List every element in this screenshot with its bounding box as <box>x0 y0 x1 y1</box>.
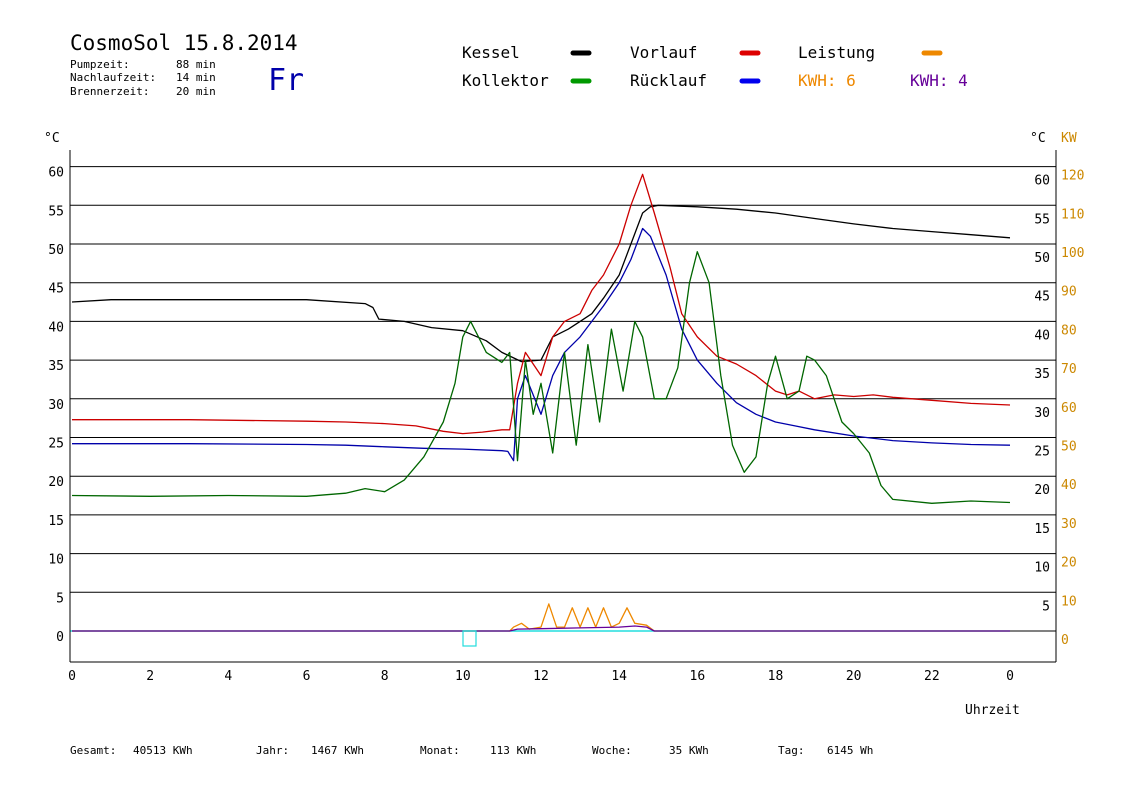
day-name: Fr <box>268 63 304 98</box>
stat-value-nachlaufzeit: 14 min <box>176 71 216 84</box>
footer-value-tag: 6145 Wh <box>827 744 873 757</box>
y-right-power-tick-80: 80 <box>1061 323 1077 338</box>
left-axis-unit: °C <box>44 131 60 146</box>
y-right-power-tick-0: 0 <box>1061 633 1069 648</box>
y-right-temp-tick-15: 15 <box>1034 522 1050 537</box>
stat-label-nachlaufzeit: Nachlaufzeit: <box>70 71 156 84</box>
y-left-tick-55: 55 <box>48 204 64 219</box>
footer-value-jahr: 1467 KWh <box>311 744 364 757</box>
footer-label-tag: Tag: <box>778 744 805 757</box>
y-left-tick-35: 35 <box>48 359 64 374</box>
x-tick-0: 0 <box>68 669 76 684</box>
legend-ruecklauf: Rücklauf <box>630 71 707 90</box>
y-right-power-tick-40: 40 <box>1061 478 1077 493</box>
y-right-power-tick-110: 110 <box>1061 207 1084 222</box>
y-left-tick-20: 20 <box>48 475 64 490</box>
footer-label-monat: Monat: <box>420 744 460 757</box>
footer-label-woche: Woche: <box>592 744 632 757</box>
y-left-tick-40: 40 <box>48 320 64 335</box>
y-right-power-tick-30: 30 <box>1061 517 1077 532</box>
y-left-tick-5: 5 <box>56 591 64 606</box>
cursor-marker <box>462 630 477 647</box>
stat-label-brennerzeit: Brennerzeit: <box>70 85 149 98</box>
x-tick-6: 12 <box>533 669 549 684</box>
y-left-tick-60: 60 <box>48 166 64 181</box>
y-right-temp-tick-5: 5 <box>1042 599 1050 614</box>
y-right-temp-tick-35: 35 <box>1034 367 1050 382</box>
tick-labels: 0510152025303540455055605101520253035404… <box>48 166 1084 684</box>
y-left-tick-25: 25 <box>48 437 64 452</box>
y-right-power-tick-100: 100 <box>1061 246 1084 261</box>
series-line-kollektor <box>71 251 1011 504</box>
y-right-temp-tick-45: 45 <box>1034 290 1050 305</box>
x-axis-label: Uhrzeit <box>965 703 1020 718</box>
stat-value-brennerzeit: 20 min <box>176 85 216 98</box>
stat-value-pumpzeit: 88 min <box>176 58 216 71</box>
y-left-tick-10: 10 <box>48 553 64 568</box>
right-axis-unit-power: KW <box>1061 131 1077 146</box>
y-right-temp-tick-40: 40 <box>1034 328 1050 343</box>
x-tick-1: 2 <box>146 669 154 684</box>
y-left-tick-15: 15 <box>48 514 64 529</box>
series-line-kessel <box>71 204 1011 363</box>
axes <box>69 150 1057 663</box>
y-right-power-tick-120: 120 <box>1061 169 1084 184</box>
y-right-power-tick-50: 50 <box>1061 440 1077 455</box>
y-left-tick-30: 30 <box>48 398 64 413</box>
x-tick-7: 14 <box>611 669 627 684</box>
x-tick-9: 18 <box>768 669 784 684</box>
y-right-power-tick-70: 70 <box>1061 362 1077 377</box>
y-right-temp-tick-30: 30 <box>1034 406 1050 421</box>
y-right-temp-tick-20: 20 <box>1034 483 1050 498</box>
y-right-power-tick-10: 10 <box>1061 594 1077 609</box>
right-axis-unit-temp: °C <box>1030 131 1046 146</box>
y-right-power-tick-60: 60 <box>1061 401 1077 416</box>
x-tick-4: 8 <box>381 669 389 684</box>
grid <box>70 166 1056 632</box>
series-line-ruecklauf <box>72 227 1011 462</box>
y-right-power-tick-20: 20 <box>1061 556 1077 571</box>
y-left-tick-50: 50 <box>48 243 64 258</box>
legend-vorlauf: Vorlauf <box>630 43 697 62</box>
x-tick-12: 0 <box>1006 669 1014 684</box>
footer-label-gesamt: Gesamt: <box>70 744 116 757</box>
x-tick-2: 4 <box>224 669 232 684</box>
footer-value-woche: 35 KWh <box>669 744 709 757</box>
x-tick-10: 20 <box>846 669 862 684</box>
y-right-temp-tick-60: 60 <box>1034 174 1050 189</box>
series-line-leistung <box>72 603 1010 632</box>
x-tick-3: 6 <box>303 669 311 684</box>
y-left-tick-0: 0 <box>56 630 64 645</box>
y-right-temp-tick-10: 10 <box>1034 561 1050 576</box>
y-right-temp-tick-55: 55 <box>1034 212 1050 227</box>
stat-label-pumpzeit: Pumpzeit: <box>70 58 130 71</box>
series-lines <box>71 173 1011 632</box>
x-tick-5: 10 <box>455 669 471 684</box>
y-right-temp-tick-25: 25 <box>1034 445 1050 460</box>
series-line-vorlauf <box>72 173 1011 435</box>
x-tick-8: 16 <box>690 669 706 684</box>
y-right-temp-tick-50: 50 <box>1034 251 1050 266</box>
x-tick-11: 22 <box>924 669 940 684</box>
legend-kessel: Kessel <box>462 43 520 62</box>
legend-kwh-1: KWH: 6 <box>798 71 856 90</box>
chart-title: CosmoSol 15.8.2014 <box>70 31 298 55</box>
y-left-tick-45: 45 <box>48 282 64 297</box>
series-line-kwh2 <box>72 625 1010 632</box>
footer-value-monat: 113 KWh <box>490 744 536 757</box>
legend-kwh-2: KWH: 4 <box>910 71 968 90</box>
footer-value-gesamt: 40513 KWh <box>133 744 193 757</box>
y-right-power-tick-90: 90 <box>1061 285 1077 300</box>
footer-label-jahr: Jahr: <box>256 744 289 757</box>
legend-kollektor: Kollektor <box>462 71 549 90</box>
legend-leistung: Leistung <box>798 43 875 62</box>
